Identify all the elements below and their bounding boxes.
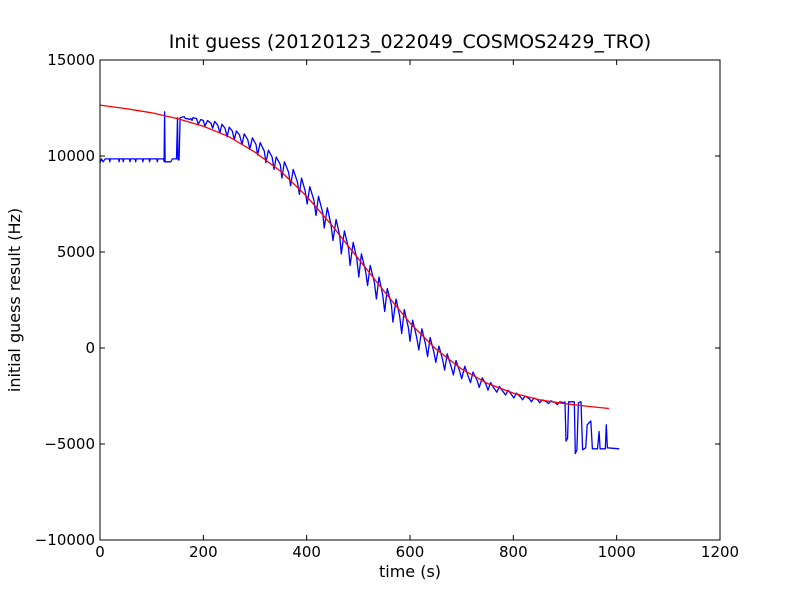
series-line-1 <box>100 111 620 455</box>
y-tick-label: 15000 <box>47 51 95 69</box>
y-tick-label: 0 <box>85 339 95 357</box>
series-line-2 <box>100 104 609 410</box>
y-axis-label: initial guess result (Hz) <box>5 208 24 392</box>
x-tick-label: 1200 <box>701 543 739 561</box>
x-tick-label: 400 <box>292 543 321 561</box>
x-tick-label: 600 <box>396 543 425 561</box>
x-tick-label: 800 <box>499 543 528 561</box>
y-tick-label: 10000 <box>47 147 95 165</box>
x-tick-label: 1000 <box>598 543 636 561</box>
plot-frame <box>99 59 721 541</box>
x-tick-label: 200 <box>189 543 218 561</box>
plot-area: 0 200 400 600 800 1000 1200 −10000 −5000 0 5000 100… <box>35 51 739 561</box>
y-tick-label: −5000 <box>44 435 95 453</box>
x-tick-label: 0 <box>95 543 105 561</box>
y-tick-label: 5000 <box>57 243 95 261</box>
chart-title: Init guess (20120123_022049_COSMOS2429_T… <box>169 31 651 53</box>
x-axis-label: time (s) <box>379 562 441 581</box>
y-tick-label: −10000 <box>35 531 95 549</box>
